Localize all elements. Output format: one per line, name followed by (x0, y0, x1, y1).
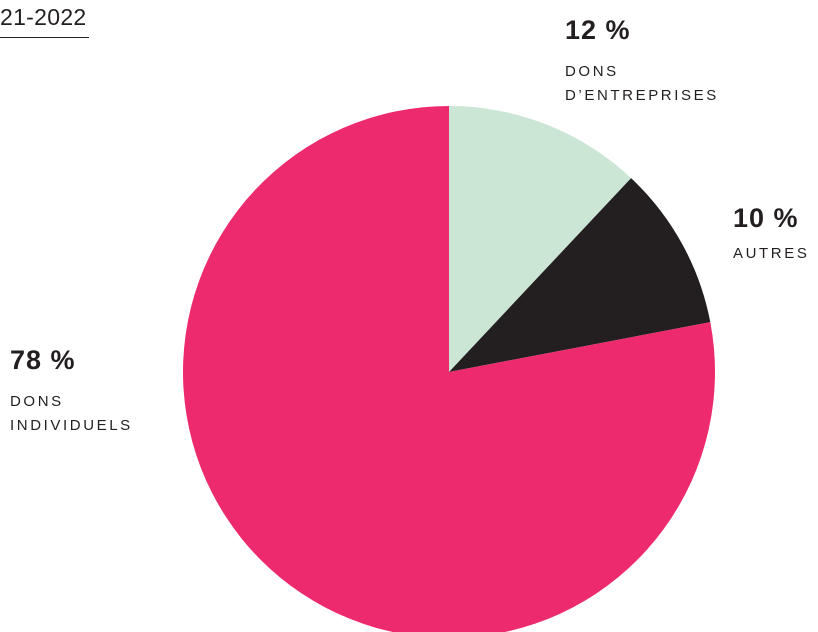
slice-category-label: DONS D’ENTREPRISES (565, 60, 719, 108)
slice-percent-label: 10 % (733, 203, 799, 233)
slice-label-line: AUTRES (733, 245, 810, 262)
slice-label-line: DONS (10, 393, 64, 410)
slice-label-line: INDIVIDUELS (10, 417, 133, 434)
slice-label-line: D’ENTREPRISES (565, 87, 719, 104)
slice-category-label: DONS INDIVIDUELS (10, 390, 133, 438)
pie-slice-other (449, 178, 711, 372)
period-label: 21-2022 (0, 4, 89, 38)
slice-percent-label: 78 % (10, 345, 76, 375)
slice-category-label: AUTRES (733, 242, 809, 266)
slice-label-line: DONS (565, 63, 619, 80)
callout-individual-donations: 78 % DONS INDIVIDUELS (10, 344, 133, 438)
pie-slice-corporate-donations (449, 105, 632, 372)
pie-slice-individual-donations (183, 106, 715, 632)
callout-corporate-donations: 12 % DONS D’ENTREPRISES (565, 14, 719, 108)
callout-other: 10 % AUTRES (733, 202, 809, 266)
slice-percent-label: 12 % (565, 15, 631, 45)
